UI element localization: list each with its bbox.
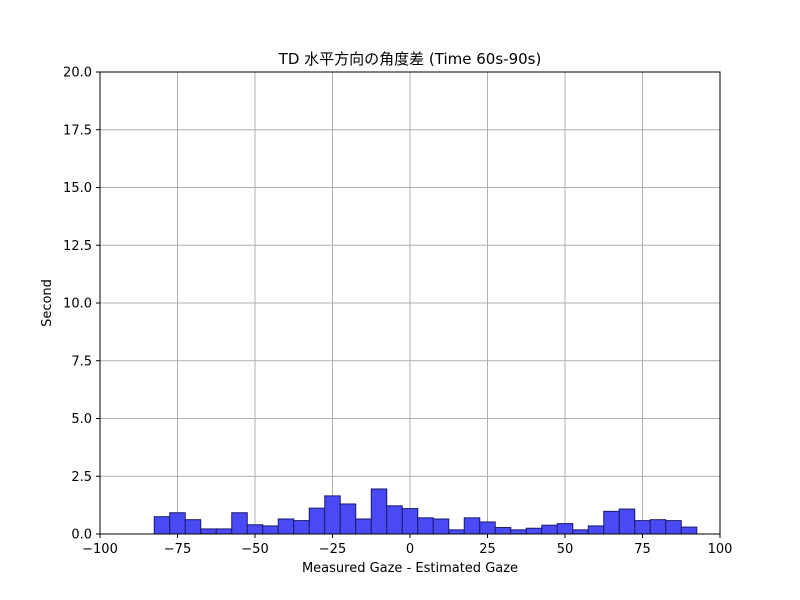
- chart-title: TD 水平方向の角度差 (Time 60s-90s): [278, 50, 542, 68]
- histogram-bar: [308, 507, 326, 535]
- y-tick-label: 0.0: [71, 528, 92, 543]
- histogram-bar: [231, 512, 248, 535]
- x-axis-ticks: −100 −75 −50 −25 0 25 50 75 100: [82, 534, 732, 557]
- histogram-bar: [494, 527, 512, 535]
- histogram-bar: [262, 525, 279, 535]
- x-axis-title: Measured Gaze - Estimated Gaze: [302, 561, 518, 576]
- histogram-bar: [510, 529, 527, 535]
- x-tick-label: 75: [634, 542, 651, 557]
- x-tick-label: 50: [557, 542, 574, 557]
- histogram-bar: [541, 524, 558, 535]
- y-tick-label: 7.5: [71, 354, 92, 369]
- histogram-bar: [184, 519, 202, 535]
- y-axis-ticks: 0.0 2.5 5.0 7.5 10.0 12.5 15.0 17.5 20.0: [63, 66, 100, 543]
- histogram-bar: [277, 518, 295, 535]
- histogram-bar: [293, 520, 310, 535]
- x-tick-label: −100: [82, 542, 118, 557]
- y-tick-label: 2.5: [71, 470, 92, 485]
- y-tick-label: 12.5: [63, 239, 92, 254]
- histogram-bar: [200, 528, 217, 535]
- histogram-bar: [572, 529, 589, 535]
- histogram-bar: [618, 508, 636, 535]
- histogram-bar: [386, 505, 403, 535]
- histogram-bars: [153, 488, 698, 535]
- histogram-bar: [665, 520, 682, 535]
- histogram-bar: [355, 518, 372, 535]
- histogram-bar: [153, 516, 171, 535]
- x-tick-label: 100: [708, 542, 733, 557]
- histogram-bar: [339, 503, 357, 535]
- histogram-bar: [417, 517, 434, 535]
- histogram-bar: [215, 528, 233, 535]
- histogram-bar: [324, 495, 341, 535]
- x-tick-label: −75: [164, 542, 191, 557]
- histogram-bar: [401, 508, 419, 535]
- histogram-bar: [525, 527, 543, 535]
- y-axis-title: Second: [40, 279, 55, 327]
- histogram-bar: [463, 517, 481, 535]
- x-tick-label: −25: [319, 542, 346, 557]
- x-tick-label: −50: [241, 542, 268, 557]
- histogram-bar: [587, 525, 605, 535]
- histogram-bar: [246, 524, 264, 535]
- histogram-bar: [169, 512, 186, 535]
- y-tick-label: 10.0: [63, 297, 92, 312]
- y-tick-label: 15.0: [63, 181, 92, 196]
- histogram-bar: [634, 520, 651, 535]
- histogram-bar: [649, 519, 667, 535]
- histogram-bar: [556, 523, 574, 535]
- histogram-bar: [432, 518, 450, 535]
- x-tick-label: 25: [479, 542, 496, 557]
- histogram-bar: [680, 526, 698, 535]
- histogram-bar: [370, 488, 388, 535]
- histogram-bar: [479, 521, 496, 535]
- x-tick-label: 0: [406, 542, 414, 557]
- y-tick-label: 20.0: [63, 66, 92, 81]
- grid: [99, 71, 721, 535]
- histogram-bar: [603, 510, 620, 535]
- y-tick-label: 5.0: [71, 412, 92, 427]
- histogram-bar: [448, 529, 465, 535]
- y-tick-label: 17.5: [63, 123, 92, 138]
